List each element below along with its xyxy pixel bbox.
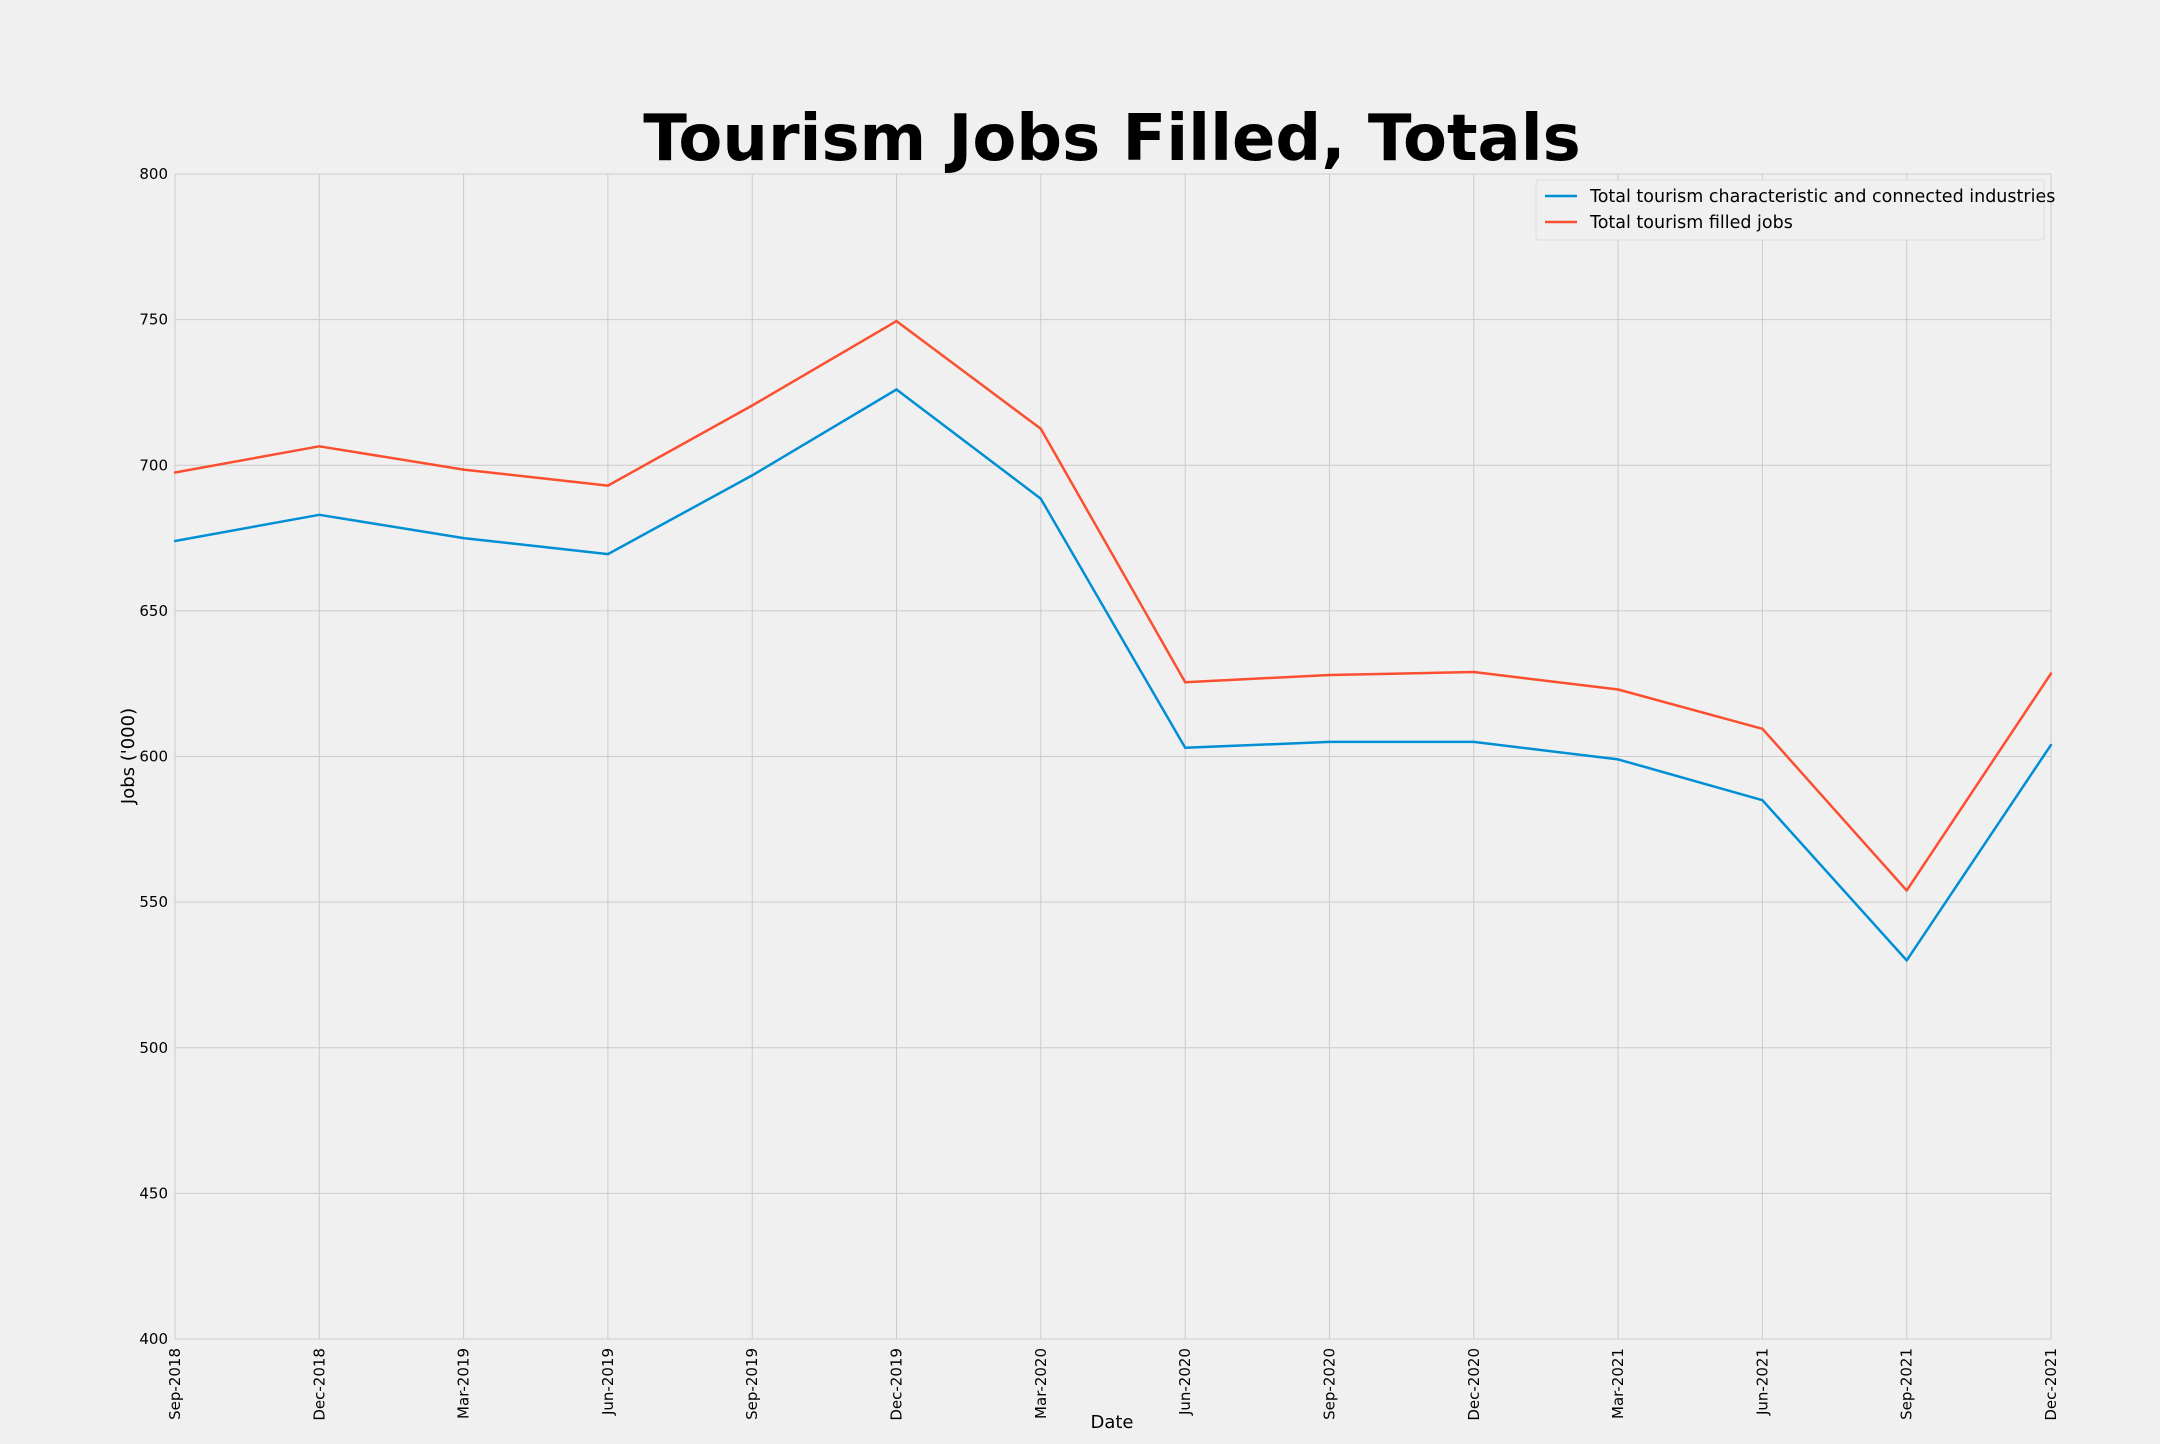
grid-lines <box>174 173 2052 1340</box>
y-tick-label: 450 <box>139 1184 168 1202</box>
x-tick-labels: Sep-2018 Dec-2018 Mar-2019 Jun-2019 Sep-2019… <box>166 1348 2060 1421</box>
y-tick-label: 400 <box>139 1330 168 1348</box>
data-point <box>1905 959 1908 962</box>
data-point <box>1184 746 1187 749</box>
legend-box <box>1535 179 2045 241</box>
x-tick-label: Dec-2018 <box>310 1348 328 1421</box>
legend-label-series-2: Total tourism filled jobs <box>1589 213 1793 233</box>
x-tick-label: Dec-2021 <box>2042 1348 2060 1421</box>
x-tick-label: Jun-2019 <box>599 1348 617 1416</box>
data-point <box>895 388 898 391</box>
data-point <box>173 539 177 543</box>
series-lines <box>173 319 2053 962</box>
x-tick-label: Mar-2019 <box>455 1348 473 1419</box>
y-tick-label: 750 <box>139 311 168 329</box>
y-tick-label: 650 <box>139 602 168 620</box>
chart-title: Tourism Jobs Filled, Totals <box>643 102 1581 176</box>
x-tick-label: Mar-2020 <box>1032 1348 1050 1419</box>
x-tick-label: Sep-2021 <box>1898 1348 1916 1420</box>
x-tick-label: Dec-2019 <box>888 1348 906 1421</box>
data-point <box>751 474 754 477</box>
y-tick-label: 700 <box>139 456 168 474</box>
data-point <box>1328 740 1331 744</box>
data-point <box>318 513 321 516</box>
data-point <box>751 404 754 407</box>
y-axis-label: Jobs ('000) <box>118 708 139 805</box>
data-point <box>1616 758 1620 761</box>
data-point <box>606 484 610 487</box>
data-point <box>173 471 177 474</box>
y-tick-label: 550 <box>139 893 168 911</box>
data-point <box>1905 889 1908 892</box>
y-tick-labels: 400 450 500 550 600 650 700 750 800 <box>139 165 168 1348</box>
x-tick-label: Sep-2019 <box>743 1348 761 1420</box>
x-tick-label: Mar-2021 <box>1609 1348 1627 1419</box>
x-tick-label: Sep-2018 <box>166 1348 184 1420</box>
data-point <box>462 536 465 540</box>
y-tick-label: 800 <box>139 165 168 183</box>
data-point <box>1039 427 1043 430</box>
data-point <box>318 445 321 448</box>
x-tick-label: Jun-2020 <box>1176 1348 1194 1416</box>
series-line-2 <box>174 319 2053 892</box>
data-point <box>1039 497 1043 500</box>
x-tick-label: Sep-2020 <box>1320 1348 1338 1420</box>
data-point <box>1328 673 1331 677</box>
data-point <box>2049 672 2053 675</box>
y-tick-label: 500 <box>139 1039 168 1057</box>
data-point <box>462 468 465 471</box>
y-tick-label: 600 <box>139 748 168 766</box>
data-point <box>1472 740 1476 744</box>
data-point <box>2049 743 2053 747</box>
legend-label-series-1: Total tourism characteristic and connect… <box>1589 187 2055 207</box>
data-point <box>895 319 898 323</box>
data-point <box>606 552 610 556</box>
data-point <box>1761 727 1764 730</box>
legend: Total tourism characteristic and connect… <box>1535 179 2055 241</box>
data-point <box>1761 799 1764 802</box>
data-point <box>1184 681 1187 684</box>
data-point <box>1472 670 1476 674</box>
x-tick-label: Jun-2021 <box>1753 1348 1771 1416</box>
series-line-1 <box>174 388 2053 962</box>
data-point <box>1616 688 1620 691</box>
x-tick-label: Dec-2020 <box>1465 1348 1483 1421</box>
x-axis-label: Date <box>1090 1412 1133 1433</box>
